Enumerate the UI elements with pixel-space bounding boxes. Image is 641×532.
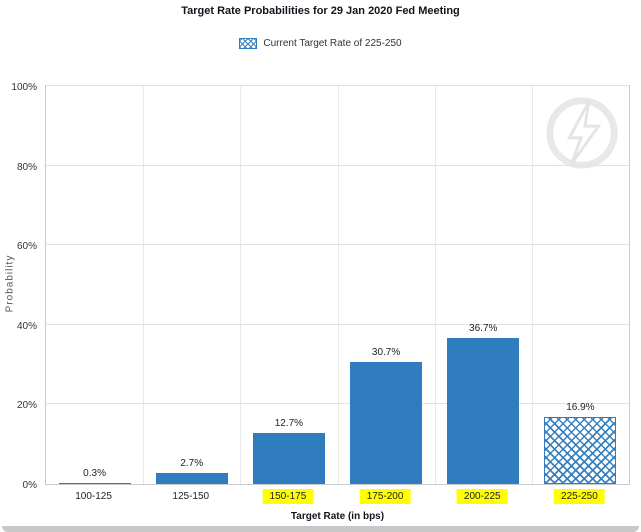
y-tick-label: 100% <box>11 82 37 93</box>
bar-200-225 <box>447 337 520 484</box>
y-tick-label: 80% <box>16 161 37 173</box>
y-tick-label: 40% <box>16 320 37 332</box>
gridline-vertical <box>143 86 145 484</box>
bar-100-125 <box>58 482 131 484</box>
bar-225-250 <box>544 416 617 484</box>
x-axis-title: Target Rate (in bps) <box>290 511 385 522</box>
panel-bottom-edge <box>2 526 639 532</box>
x-tick-label: 150-175 <box>262 489 314 504</box>
crosshatch-swatch-icon <box>239 38 258 49</box>
x-tick-label: 225-250 <box>554 489 605 504</box>
gridline-vertical <box>240 86 242 484</box>
x-tick-label: 100-125 <box>75 491 112 502</box>
y-axis-ticks: 0% 20% 40% 60% 80% 100% <box>0 82 40 491</box>
gridline-vertical <box>337 86 339 484</box>
gridline-vertical <box>531 86 533 484</box>
x-tick-label: 200-225 <box>456 489 508 504</box>
legend: Current Target Rate of 225-250 <box>0 38 641 49</box>
bar-125-150 <box>155 473 228 484</box>
gridline-horizontal <box>46 85 629 86</box>
bar-value-label: 30.7% <box>371 346 401 358</box>
bar-value-label: 16.9% <box>566 401 595 413</box>
plot-area: 0.3% 2.7% 12.7% 30.7% 36.7% 16.9% <box>45 85 630 485</box>
y-tick-label: 0% <box>22 480 37 491</box>
bar-value-label: 12.7% <box>274 418 304 430</box>
bar-value-label: 36.7% <box>469 322 498 334</box>
y-tick-label: 20% <box>16 400 37 412</box>
x-axis-labels: 100-125 125-150 150-175 175-200 200-225 225-2… <box>0 489 641 509</box>
chart-title: Target Rate Probabilities for 29 Jan 202… <box>181 5 460 17</box>
bar-150-175 <box>252 433 325 484</box>
bar-175-200 <box>350 361 423 484</box>
bar-value-label: 2.7% <box>180 458 204 470</box>
legend-label: Current Target Rate of 225-250 <box>263 38 402 49</box>
bar-value-label: 0.3% <box>83 467 106 479</box>
x-tick-label: 125-150 <box>172 491 210 502</box>
y-tick-label: 60% <box>16 241 37 253</box>
x-tick-label: 175-200 <box>359 489 411 504</box>
gridline-vertical <box>434 86 436 484</box>
